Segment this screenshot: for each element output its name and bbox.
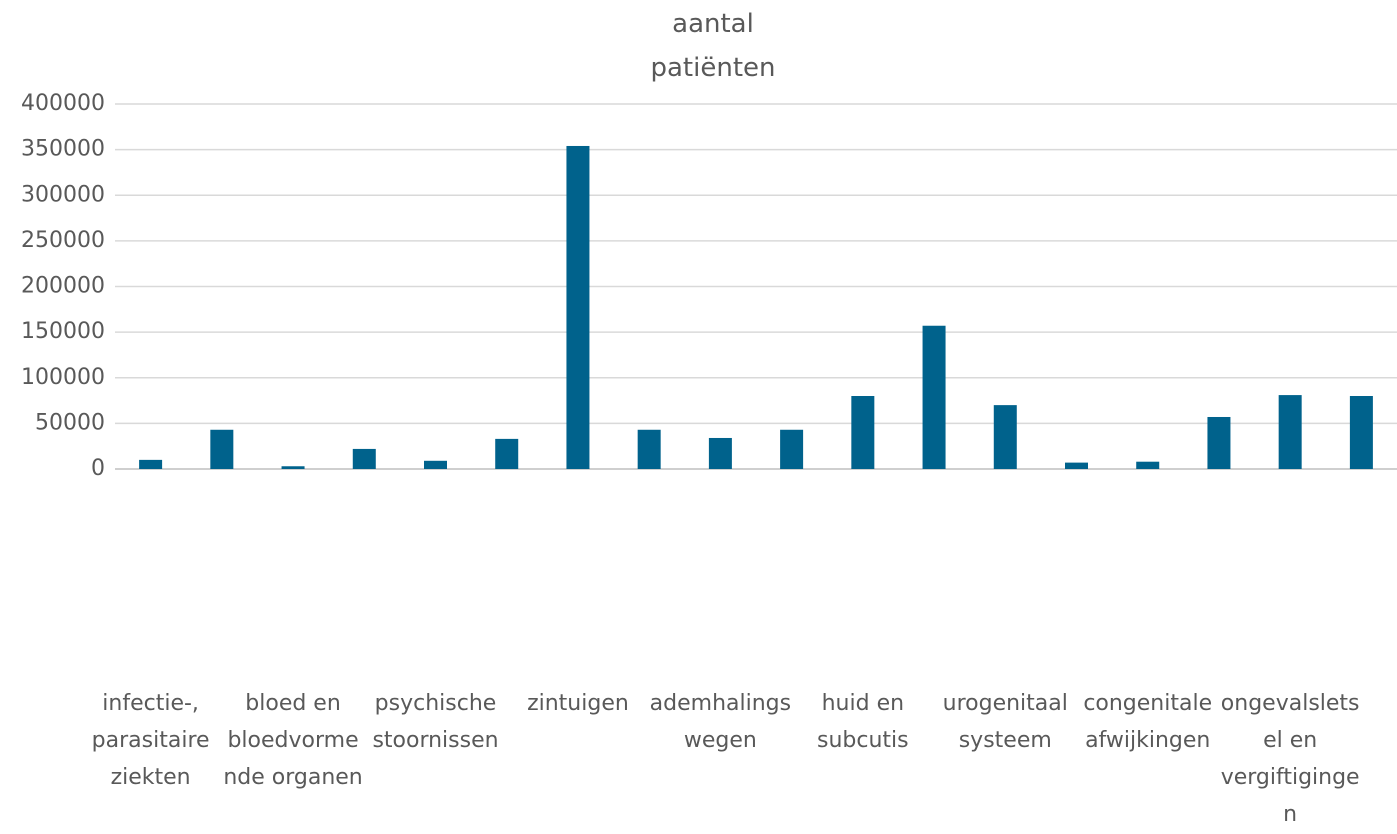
y-tick-label: 200000 xyxy=(21,274,105,299)
x-tick-label: ongevalsletsel en vergiftigingen xyxy=(1220,691,1360,827)
x-tick-label: ademhalingswegen xyxy=(649,691,792,753)
x-tick-label: congenitale afwijkingen xyxy=(1083,691,1213,753)
bar xyxy=(851,396,875,469)
bar xyxy=(1349,396,1373,469)
chart-title: aantal patiënten xyxy=(650,9,776,83)
x-tick-label: psychische stoornissen xyxy=(372,691,499,753)
bar xyxy=(922,325,946,469)
bar xyxy=(210,429,234,469)
x-tick-label: huid en subcutis xyxy=(817,691,909,753)
y-tick-label: 400000 xyxy=(21,91,105,116)
bar xyxy=(281,466,305,469)
y-tick-label: 0 xyxy=(91,456,105,481)
y-tick-label: 250000 xyxy=(21,228,105,253)
x-tick-label: urogenitaal systeem xyxy=(942,691,1068,753)
bar xyxy=(708,437,732,469)
bar xyxy=(139,459,163,469)
x-tick-label: bloed en bloedvormende organen xyxy=(223,691,363,790)
bar xyxy=(424,460,447,469)
bar xyxy=(495,438,519,469)
y-tick-label: 150000 xyxy=(21,319,105,344)
bar xyxy=(1207,416,1231,469)
bar xyxy=(1278,395,1302,469)
bar xyxy=(993,405,1017,469)
bar xyxy=(637,429,661,469)
x-tick-label: infectie-, parasitaire ziekten xyxy=(91,691,210,790)
x-tick-label: zintuigen xyxy=(527,691,629,716)
bar xyxy=(1065,462,1088,469)
bar xyxy=(352,448,376,469)
y-tick-label: 300000 xyxy=(21,182,105,207)
y-tick-label: 100000 xyxy=(21,365,105,390)
y-tick-label: 350000 xyxy=(21,137,105,162)
bar xyxy=(1136,461,1160,469)
bar xyxy=(780,429,804,469)
y-tick-label: 50000 xyxy=(35,410,105,435)
bar xyxy=(566,145,590,469)
